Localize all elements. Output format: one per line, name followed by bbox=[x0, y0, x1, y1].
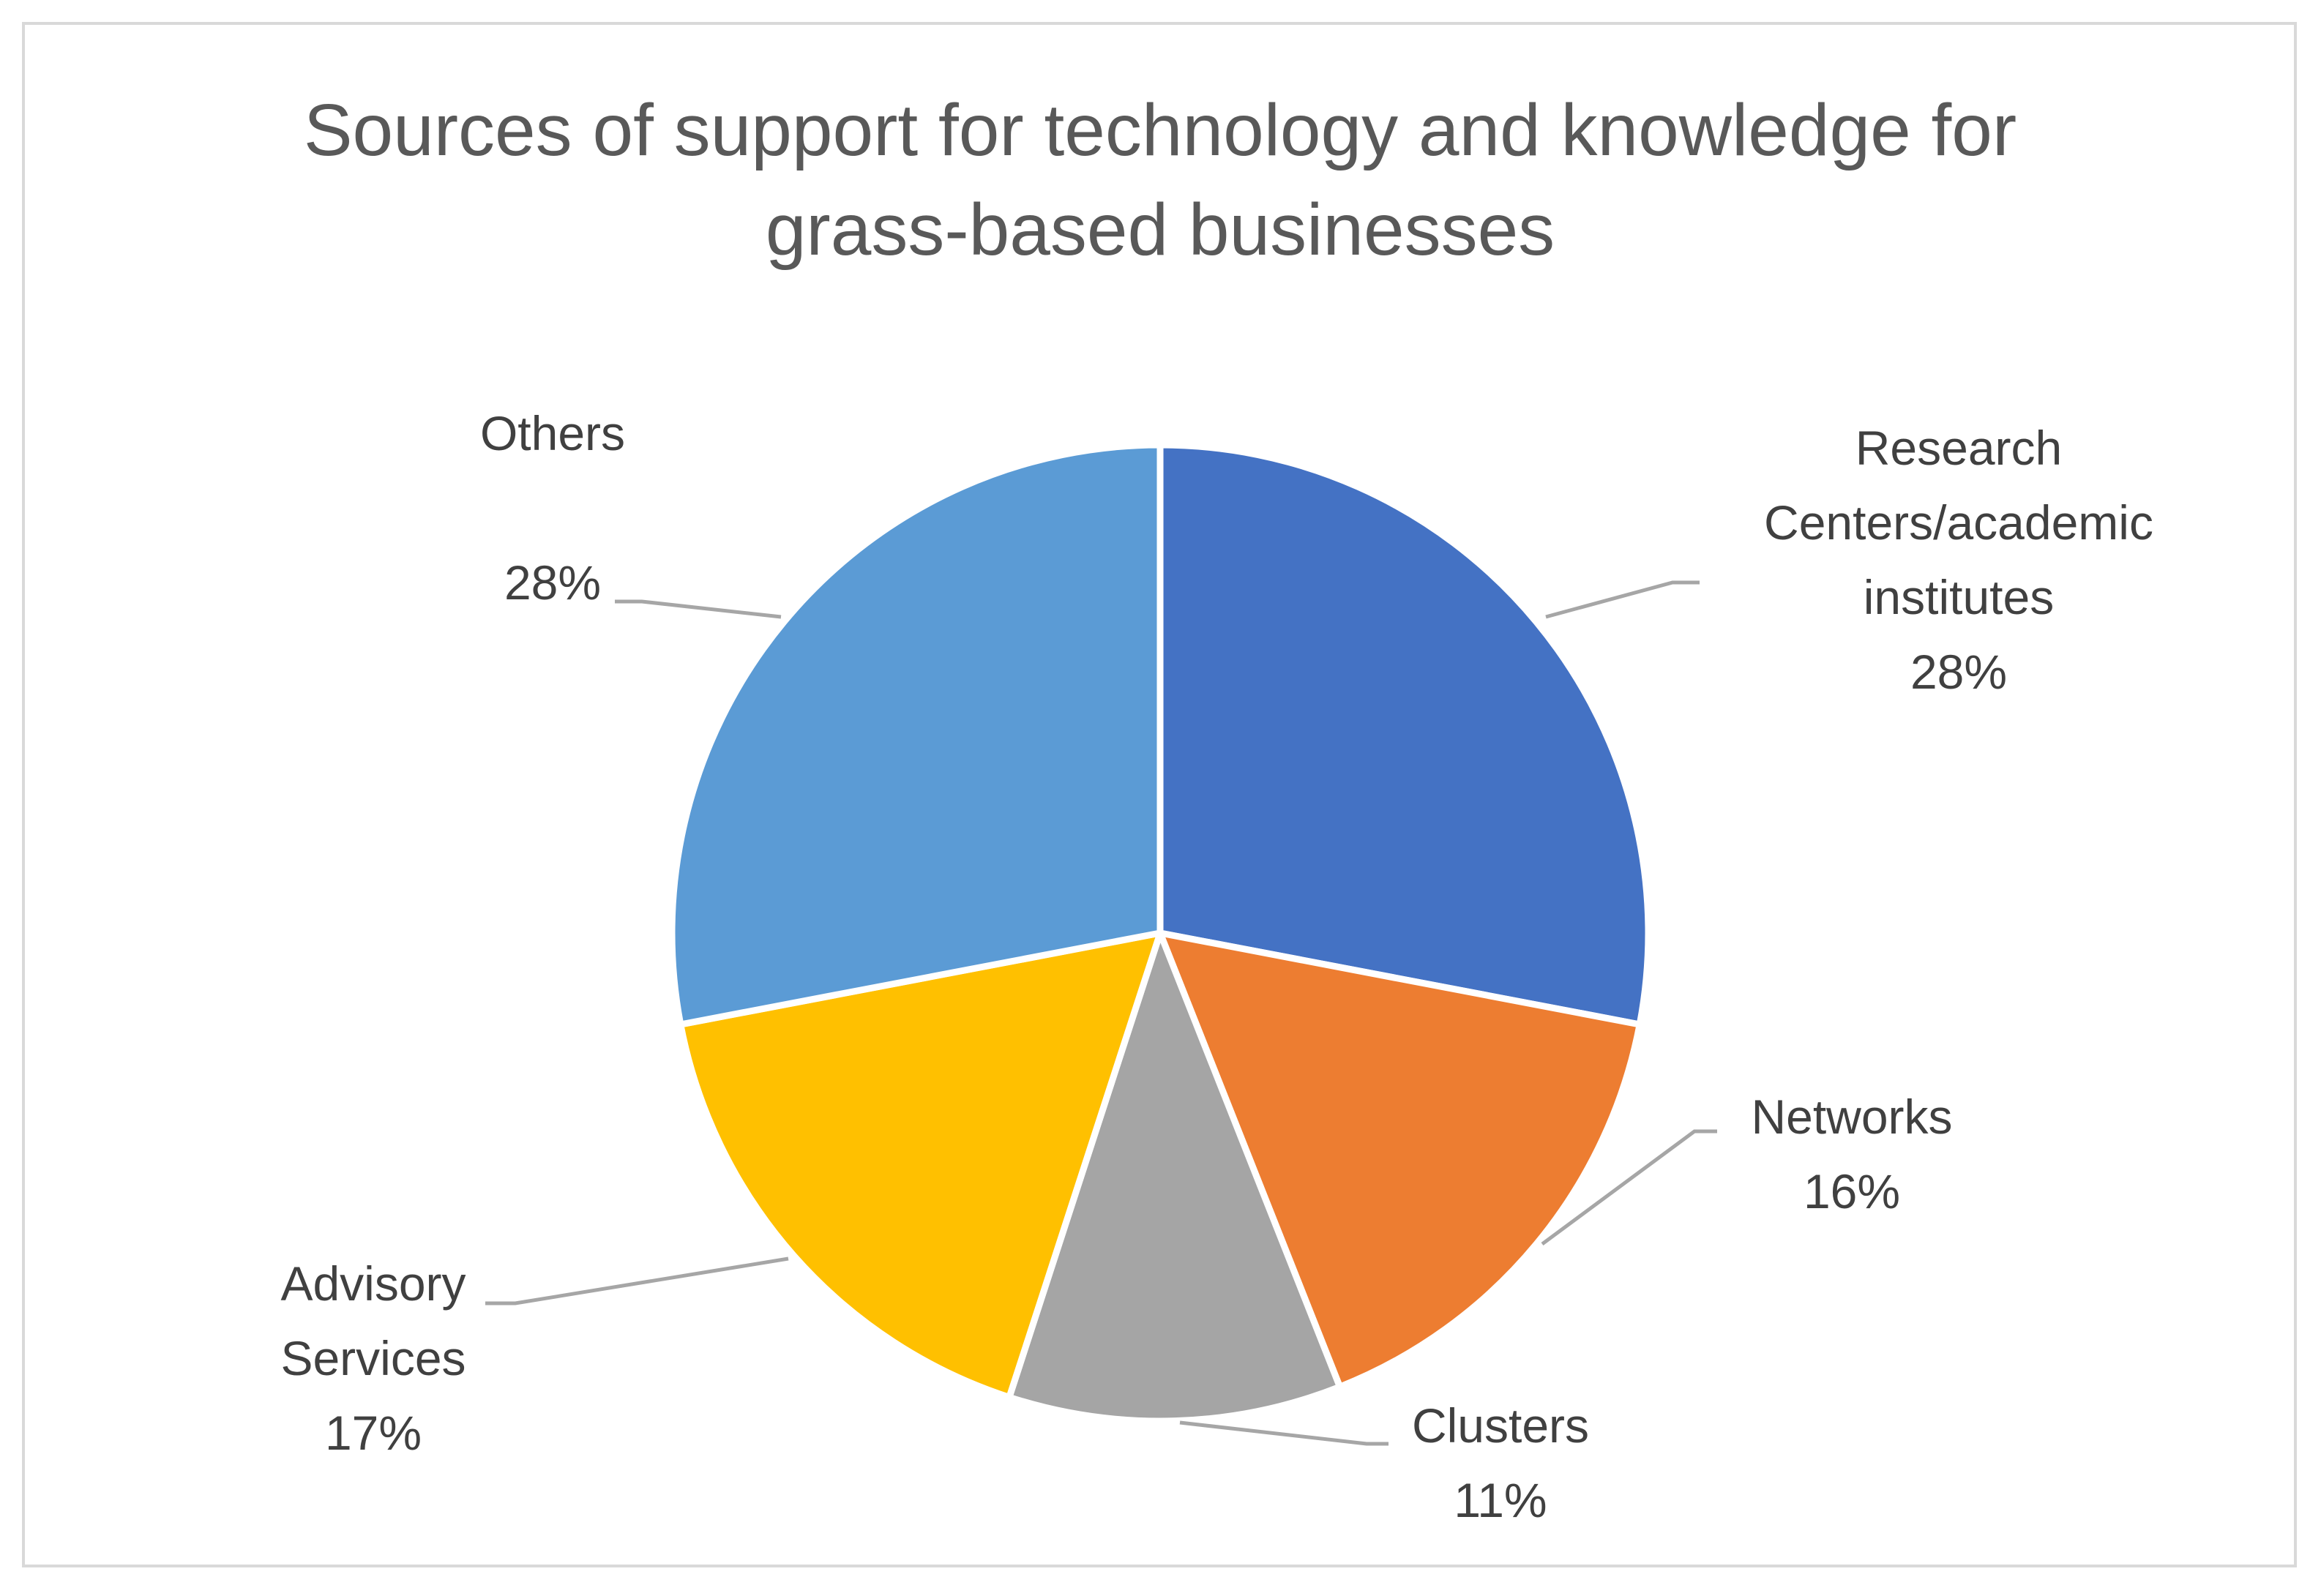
pie-slice bbox=[677, 929, 1164, 1401]
leader-line bbox=[1545, 580, 1700, 619]
slice-label: Networks bbox=[1751, 1090, 1953, 1144]
pie-slice bbox=[1006, 929, 1344, 1425]
slice-value-label: 28% bbox=[1910, 645, 2008, 699]
chart-frame bbox=[22, 22, 2297, 1567]
pie-slice bbox=[1156, 441, 1652, 1028]
slice-label: Advisory Services bbox=[280, 1256, 466, 1385]
leader-line bbox=[1179, 1420, 1389, 1446]
leader-line bbox=[485, 1256, 789, 1305]
slice-label: Clusters bbox=[1411, 1398, 1590, 1453]
pie-slice bbox=[1156, 929, 1643, 1390]
slice-label: Others bbox=[479, 406, 626, 460]
slice-value-label: 28% bbox=[504, 555, 602, 610]
leader-line bbox=[615, 599, 782, 619]
slice-value-label: 11% bbox=[1454, 1473, 1547, 1527]
leader-line bbox=[1541, 1129, 1717, 1246]
slice-value-label: 16% bbox=[1803, 1164, 1901, 1218]
pie-slice bbox=[668, 441, 1164, 1028]
slice-value-label: 17% bbox=[324, 1406, 422, 1460]
chart-title: Sources of support for technology and kn… bbox=[303, 89, 2017, 271]
slice-label: Research Centers/academic institutes bbox=[1764, 421, 2153, 624]
